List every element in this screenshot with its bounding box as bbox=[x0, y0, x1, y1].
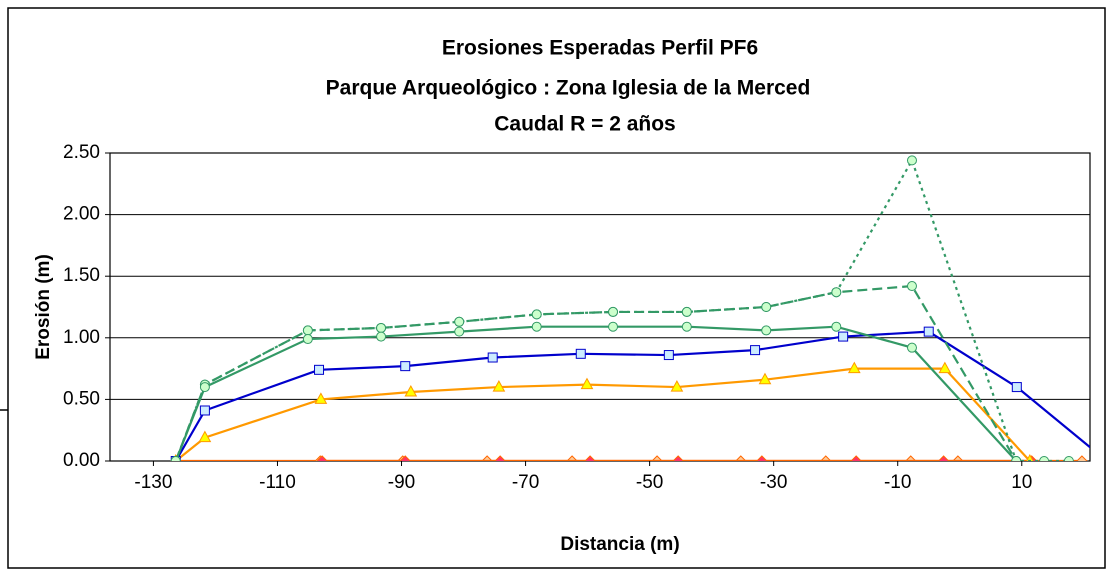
marker bbox=[923, 326, 934, 337]
marker bbox=[399, 455, 411, 461]
chart-title: Parque Arqueológico : Zona Iglesia de la… bbox=[326, 77, 811, 100]
marker bbox=[906, 155, 917, 166]
marker bbox=[492, 380, 506, 392]
marker bbox=[1076, 455, 1088, 461]
marker bbox=[847, 361, 861, 374]
y-tick-label: 1.00 bbox=[63, 327, 100, 348]
marker bbox=[906, 281, 917, 292]
marker bbox=[608, 306, 619, 317]
marker bbox=[575, 348, 586, 359]
marker bbox=[761, 325, 772, 336]
marker bbox=[584, 455, 596, 461]
marker bbox=[454, 316, 465, 327]
marker bbox=[1039, 456, 1050, 461]
marker bbox=[831, 287, 842, 298]
marker bbox=[580, 377, 594, 390]
x-axis-title: Distancia (m) bbox=[560, 534, 679, 555]
marker bbox=[608, 321, 619, 332]
series-line bbox=[174, 330, 1090, 461]
marker bbox=[302, 325, 313, 336]
x-tick-label: -30 bbox=[760, 472, 787, 493]
marker bbox=[199, 382, 210, 393]
marker bbox=[376, 322, 387, 333]
y-tick-label: 2.50 bbox=[63, 142, 100, 163]
marker bbox=[758, 372, 772, 385]
marker bbox=[1025, 453, 1034, 461]
marker bbox=[820, 455, 832, 461]
marker bbox=[316, 455, 328, 461]
marker bbox=[198, 430, 212, 443]
series-line bbox=[174, 325, 1017, 461]
y-tick-label: 0.50 bbox=[63, 388, 100, 409]
marker bbox=[651, 455, 663, 461]
x-tick-label: -110 bbox=[259, 472, 296, 493]
x-tick-label: -50 bbox=[636, 472, 663, 493]
marker bbox=[831, 321, 842, 332]
marker bbox=[531, 309, 542, 320]
series-layer bbox=[170, 155, 1090, 461]
x-tick-label: -90 bbox=[388, 472, 415, 493]
plot-background bbox=[110, 153, 1090, 461]
marker bbox=[938, 361, 952, 374]
chart-title: Caudal R = 2 años bbox=[494, 113, 675, 136]
y-axis-title: Erosión (m) bbox=[33, 254, 54, 360]
marker bbox=[1011, 456, 1022, 461]
marker bbox=[400, 361, 411, 372]
marker bbox=[735, 455, 747, 461]
marker bbox=[531, 321, 542, 332]
marker bbox=[663, 350, 674, 361]
y-tick-label: 0.00 bbox=[63, 450, 100, 471]
marker bbox=[906, 342, 917, 353]
marker bbox=[756, 455, 768, 461]
x-tick-label: 10 bbox=[1011, 472, 1032, 493]
marker bbox=[672, 455, 684, 461]
marker bbox=[170, 456, 181, 461]
x-tick-label: -10 bbox=[884, 472, 911, 493]
marker bbox=[681, 306, 692, 317]
marker bbox=[376, 331, 387, 342]
marker bbox=[761, 302, 772, 312]
marker bbox=[199, 405, 210, 416]
marker bbox=[454, 326, 465, 337]
marker bbox=[850, 455, 862, 461]
y-tick-label: 2.00 bbox=[63, 204, 100, 225]
marker bbox=[302, 334, 313, 345]
marker bbox=[1011, 382, 1022, 393]
series-line bbox=[174, 284, 1018, 461]
marker bbox=[404, 384, 418, 397]
marker bbox=[670, 380, 684, 392]
marker bbox=[481, 455, 493, 461]
x-tick-label: -130 bbox=[134, 472, 172, 493]
marker bbox=[750, 345, 761, 356]
marker bbox=[314, 364, 325, 375]
marker bbox=[681, 321, 692, 332]
x-tick-label: -70 bbox=[512, 472, 539, 493]
marker bbox=[566, 455, 578, 461]
marker bbox=[905, 455, 917, 461]
chart-title: Erosiones Esperadas Perfil PF6 bbox=[442, 37, 758, 60]
marker bbox=[838, 331, 849, 342]
marker bbox=[487, 352, 498, 363]
marker bbox=[952, 455, 964, 461]
marker bbox=[937, 455, 950, 461]
marker bbox=[1063, 456, 1074, 461]
marker bbox=[494, 455, 506, 461]
y-tick-label: 1.50 bbox=[63, 265, 100, 286]
marker bbox=[314, 392, 328, 404]
